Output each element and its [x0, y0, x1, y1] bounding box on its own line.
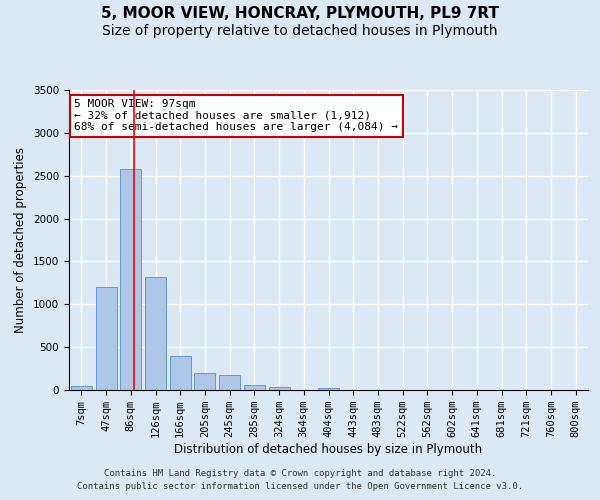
Text: Contains HM Land Registry data © Crown copyright and database right 2024.: Contains HM Land Registry data © Crown c… — [104, 469, 496, 478]
X-axis label: Distribution of detached houses by size in Plymouth: Distribution of detached houses by size … — [175, 443, 482, 456]
Bar — [170, 356, 191, 390]
Bar — [145, 277, 166, 390]
Text: 5, MOOR VIEW, HONCRAY, PLYMOUTH, PL9 7RT: 5, MOOR VIEW, HONCRAY, PLYMOUTH, PL9 7RT — [101, 6, 499, 20]
Bar — [244, 386, 265, 390]
Text: Size of property relative to detached houses in Plymouth: Size of property relative to detached ho… — [102, 24, 498, 38]
Text: 5 MOOR VIEW: 97sqm
← 32% of detached houses are smaller (1,912)
68% of semi-deta: 5 MOOR VIEW: 97sqm ← 32% of detached hou… — [74, 99, 398, 132]
Bar — [71, 386, 92, 390]
Bar — [219, 376, 240, 390]
Bar — [95, 287, 116, 390]
Bar — [194, 373, 215, 390]
Text: Contains public sector information licensed under the Open Government Licence v3: Contains public sector information licen… — [77, 482, 523, 491]
Bar — [318, 388, 339, 390]
Bar — [120, 169, 141, 390]
Bar — [269, 388, 290, 390]
Y-axis label: Number of detached properties: Number of detached properties — [14, 147, 28, 333]
